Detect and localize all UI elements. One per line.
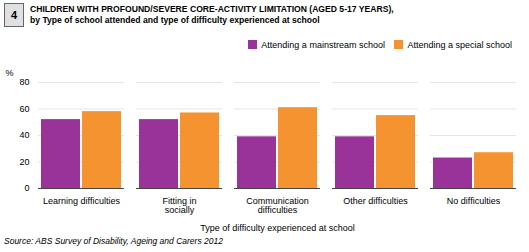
html-text:Attending a mainstream school: Attending a mainstream school — [261, 39, 385, 50]
html-text:CHILDREN WITH PROFOUND/SEVERE: CHILDREN WITH PROFOUND/SEVERE CORE-ACTIV… — [30, 4, 394, 14]
html-text:4: 4 — [10, 9, 18, 21]
svg-text:40: 40 — [19, 130, 29, 140]
svg-text:20: 20 — [19, 156, 29, 166]
svg-text:80: 80 — [19, 77, 29, 87]
html-text:Source: ABS Survey of Disabili: Source: ABS Survey of Disability, Ageing… — [4, 235, 223, 246]
svg-text:Learning difficulties: Learning difficulties — [43, 195, 120, 205]
svg-text:Communicationdifficulties: Communicationdifficulties — [246, 195, 309, 214]
svg-text:No difficulties: No difficulties — [447, 195, 501, 205]
svg-text:Other difficulties: Other difficulties — [343, 195, 408, 205]
svg-text:Fitting insocially: Fitting insocially — [162, 195, 196, 214]
svg-text:60: 60 — [19, 103, 29, 113]
svg-text:Type of difficulty experienced: Type of difficulty experienced at school — [200, 222, 354, 232]
html-text:Attending a special school: Attending a special school — [407, 39, 512, 50]
html-text:by Type of school attended and: by Type of school attended and type of d… — [30, 15, 320, 25]
svg-text:%: % — [6, 67, 14, 77]
svg-text:0: 0 — [24, 183, 29, 193]
